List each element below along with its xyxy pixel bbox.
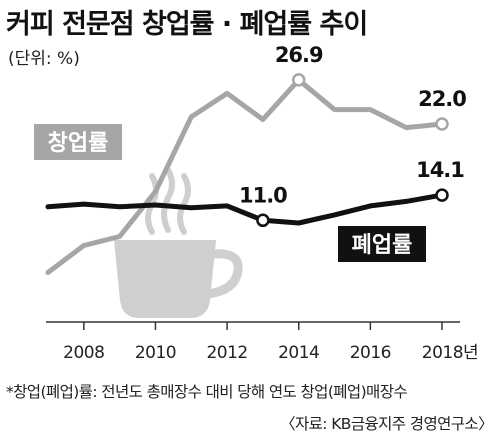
unit-label: (단위: %) xyxy=(8,49,80,69)
data-label: 11.0 xyxy=(239,183,287,207)
x-tick-label: 2018년 xyxy=(422,343,478,363)
steam-icon xyxy=(145,167,191,235)
footnote: *창업(폐업)률: 전년도 총매장수 대비 당해 연도 창업(폐업)매장수 xyxy=(6,383,408,401)
source-note: 〈자료: KB금융지주 경영연구소〉 xyxy=(280,415,494,433)
series-line-founding xyxy=(45,77,445,275)
series-line-closure xyxy=(45,192,445,226)
x-tick-label: 2010 xyxy=(135,343,176,363)
data-label: 14.1 xyxy=(416,158,464,182)
data-point-marker xyxy=(256,213,270,228)
data-point-marker xyxy=(291,73,306,87)
series-tag-box xyxy=(338,226,426,262)
series-tag-founding: 창업률 xyxy=(34,124,122,160)
series-tag-box xyxy=(34,124,122,160)
x-tick-label: 2014 xyxy=(278,343,319,363)
series-tag-label: 창업률 xyxy=(48,131,109,156)
data-label: 22.0 xyxy=(418,87,466,111)
x-tick-label: 2016 xyxy=(350,343,391,363)
series-tag-closure: 폐업률 xyxy=(338,226,426,262)
chart-title: 커피 전문점 창업률 · 폐업률 추이 xyxy=(6,9,368,40)
coffee-cup-icon xyxy=(114,240,243,318)
data-label: 26.9 xyxy=(275,43,323,67)
data-point-marker xyxy=(435,188,449,202)
x-tick-label: 2012 xyxy=(206,343,247,363)
x-tick-label: 2008 xyxy=(63,343,104,363)
data-point-marker xyxy=(435,117,449,131)
series-tag-label: 폐업률 xyxy=(352,233,413,258)
